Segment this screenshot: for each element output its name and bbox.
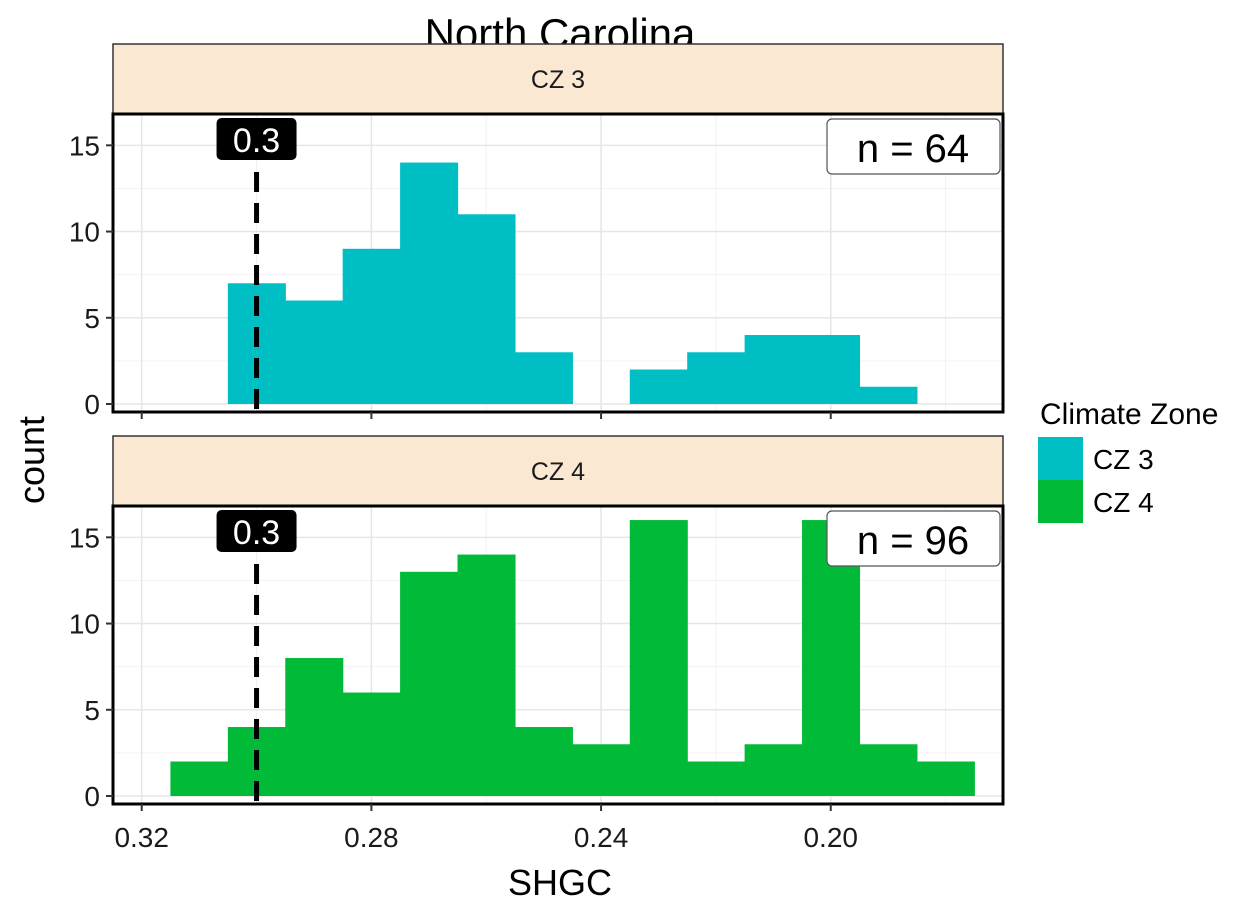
y-axis-title: count <box>11 416 52 504</box>
histogram-bar <box>687 352 746 404</box>
n-label: n = 64 <box>857 127 969 171</box>
reference-label-box <box>216 118 297 160</box>
reference-label: 0.3 <box>233 122 280 160</box>
histogram-bar <box>629 520 688 796</box>
legend-key <box>1038 480 1083 523</box>
facet-strip <box>112 43 1004 115</box>
panel-1: CZ 4 0.3 n = 96 0 5 10 15 0.32 0.28 0.24 0.20 <box>69 435 1005 853</box>
panel-border <box>111 112 1005 414</box>
histogram-bar <box>802 335 861 404</box>
histogram-bar <box>457 554 516 796</box>
n-label-box <box>826 510 1001 567</box>
legend-title: Climate Zone <box>1040 398 1218 431</box>
y-tick-label: 0 <box>84 781 100 812</box>
facet-strip <box>112 435 1004 507</box>
y-tick-label: 15 <box>69 522 100 553</box>
reference-label-box <box>216 510 297 552</box>
histogram-bar <box>170 761 229 796</box>
histogram-bar <box>859 744 918 796</box>
histogram-bar <box>342 692 401 796</box>
panel-0: CZ 3 0.3 n = 64 0 5 10 15 <box>69 43 1005 420</box>
panels: CZ 3 0.3 n = 64 0 5 10 15 CZ 4 0.3 n = 96 0 5 10 15 0.… <box>69 43 1005 853</box>
histogram-bar <box>400 571 459 796</box>
histogram-bar <box>285 658 344 796</box>
y-tick-label: 0 <box>84 389 100 420</box>
n-label: n = 96 <box>857 519 969 563</box>
histogram-bar <box>342 248 401 404</box>
x-tick-label: 0.32 <box>114 822 169 853</box>
histogram-bar <box>687 761 746 796</box>
x-axis-title: SHGC <box>508 862 612 903</box>
legend-key <box>1038 437 1083 480</box>
n-label-box <box>826 118 1001 175</box>
y-tick-label: 10 <box>69 609 100 640</box>
histogram-bar <box>514 727 573 796</box>
x-tick-label: 0.20 <box>803 822 858 853</box>
y-tick-label: 5 <box>84 303 100 334</box>
histogram-bar <box>514 352 573 404</box>
histogram-bar <box>400 162 459 404</box>
legend-label: CZ 4 <box>1093 487 1154 518</box>
x-tick-label: 0.24 <box>574 822 629 853</box>
x-tick-label: 0.28 <box>344 822 399 853</box>
histogram-bar <box>572 744 631 796</box>
histogram-bar <box>629 369 688 404</box>
y-tick-label: 10 <box>69 217 100 248</box>
histogram-bar <box>457 214 516 404</box>
panel-border <box>111 504 1005 806</box>
facet-strip-label: CZ 4 <box>531 458 585 486</box>
y-tick-label: 5 <box>84 695 100 726</box>
histogram-bar <box>916 761 975 796</box>
legend: Climate Zone CZ 3 CZ 4 <box>1038 398 1218 523</box>
facet-strip-label: CZ 3 <box>531 66 585 94</box>
histogram-bar <box>744 335 803 404</box>
histogram-bar <box>744 744 803 796</box>
histogram-bar <box>285 300 344 404</box>
histogram-bar <box>859 386 918 404</box>
y-tick-label: 15 <box>69 130 100 161</box>
reference-label: 0.3 <box>233 514 280 552</box>
legend-label: CZ 3 <box>1093 444 1154 475</box>
